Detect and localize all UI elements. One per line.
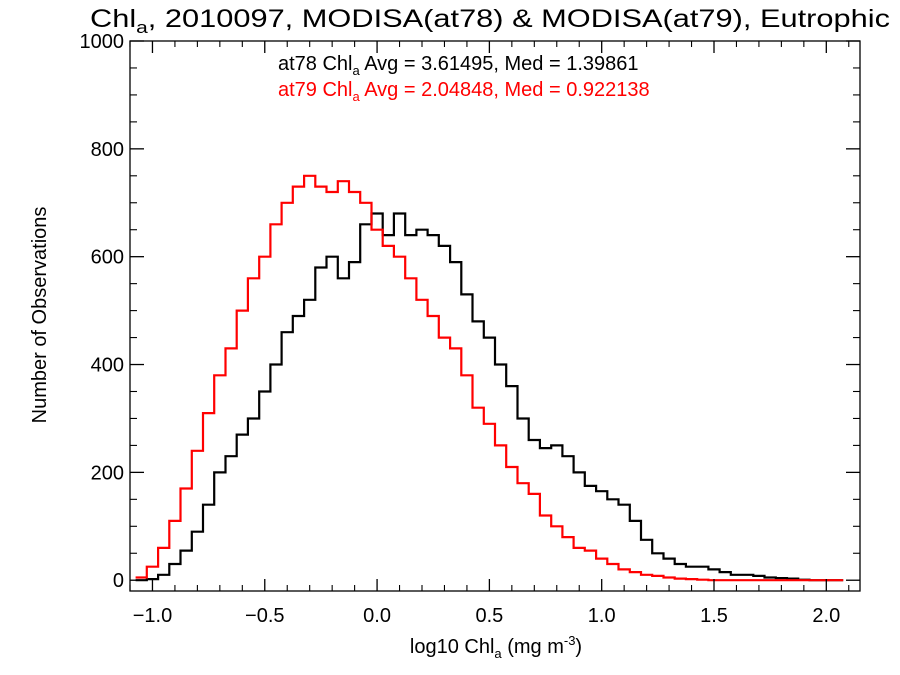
series-line-2 [135,174,844,582]
y-tick-label: 200 [91,462,124,484]
xlabel-superscript: -3 [564,633,576,648]
xlabel-prefix: log10 Chl [410,636,495,658]
annotation-at79: at79 Chla Avg = 2.04848, Med = 0.922138 [278,79,650,104]
xlabel-mid: (mg m [502,636,564,658]
x-tick-label: −0.5 [245,605,284,627]
x-tick-label: −1.0 [133,605,172,627]
y-tick-label: 1000 [80,31,125,53]
annotation-at79-prefix: at79 Chl [278,79,353,101]
y-axis-label: Number of Observations [29,207,51,424]
x-tick-label: 1.5 [700,605,728,627]
annotations: at78 Chla Avg = 3.61495, Med = 1.39861 a… [278,53,650,104]
title-prefix: Chl [90,5,136,33]
y-tick-label: 600 [91,247,124,269]
y-tick-label: 800 [91,139,124,161]
axes: −1.0 −0.5 0.0 0.5 1.0 1.5 2.0 0 200 400 600 800 1000 [80,31,861,627]
annotation-at78: at78 Chla Avg = 3.61495, Med = 1.39861 [278,53,638,78]
chart-title: Chl a, 2010097, MODISA(at78) & MODISA(at7… [90,5,890,37]
xlabel-subscript: a [494,646,502,661]
x-tick-label: 2.0 [812,605,840,627]
xlabel-suffix: ) [575,636,582,658]
title-rest: , 2010097, MODISA(at78) & MODISA(at79), … [148,5,890,33]
annotation-at78-prefix: at78 Chl [278,53,353,75]
x-tick-label: 0.0 [363,605,391,627]
annotation-at78-subscript: a [353,63,361,78]
annotation-at79-subscript: a [353,89,361,104]
series-line-1 [135,212,844,582]
y-tick-label: 0 [113,570,124,592]
plot-lines [135,174,844,582]
plot-frame [129,40,861,592]
x-axis-label: log10 Chla (mg m-3) [410,633,582,661]
x-tick-label: 1.0 [588,605,616,627]
title-subscript: a [136,18,148,37]
x-tick-label: 0.5 [475,605,503,627]
annotation-at78-rest: Avg = 3.61495, Med = 1.39861 [360,53,639,75]
y-tick-label: 400 [91,355,124,377]
annotation-at79-rest: Avg = 2.04848, Med = 0.922138 [360,79,650,101]
